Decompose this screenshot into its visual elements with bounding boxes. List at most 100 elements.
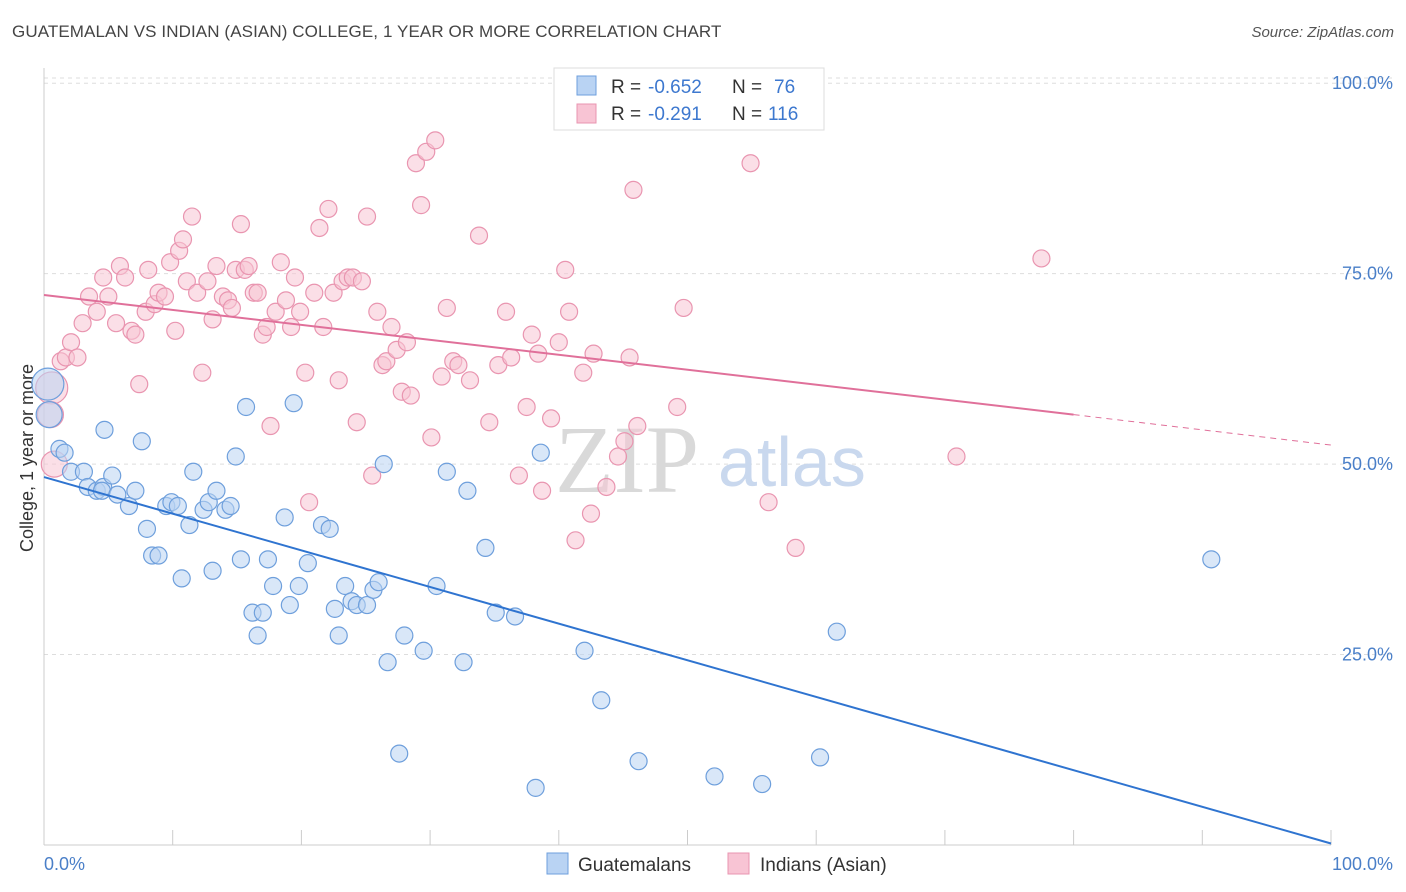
stats-n-label-1: N =	[732, 77, 762, 98]
point-indians-asian	[522, 325, 541, 344]
point-indians-asian	[271, 253, 290, 272]
point-indians-asian	[130, 375, 149, 394]
point-indians-asian	[759, 493, 778, 512]
point-guatemalans	[378, 653, 397, 672]
stats-box: R = -0.652 N = 76 R = -0.291 N = 116	[553, 67, 825, 131]
point-indians-asian	[541, 409, 561, 428]
point-indians-asian	[559, 302, 579, 321]
point-indians-asian	[437, 298, 456, 318]
chart-title: GUATEMALAN VS INDIAN (ASIAN) COLLEGE, 1 …	[12, 22, 722, 41]
point-indians-asian	[182, 207, 202, 226]
point-indians-asian	[549, 333, 568, 352]
point-guatemalans	[248, 626, 267, 645]
point-guatemalans	[329, 626, 348, 645]
point-indians-asian	[291, 302, 310, 321]
trend-line-guatemalans	[43, 476, 1332, 845]
point-indians-asian	[556, 260, 575, 279]
y-tick-label: 75.0%	[1342, 264, 1393, 284]
point-guatemalans	[132, 432, 151, 451]
point-indians-asian	[608, 447, 628, 466]
y-tick-label: 50.0%	[1342, 454, 1393, 474]
point-indians-asian	[68, 348, 87, 367]
point-indians-asian	[329, 371, 348, 390]
point-indians-asian	[139, 260, 158, 279]
point-guatemalans	[253, 603, 272, 622]
point-guatemalans	[149, 546, 168, 565]
point-guatemalans	[184, 462, 203, 481]
point-indians-asian	[786, 538, 805, 558]
point-guatemalans	[476, 538, 495, 558]
point-guatemalans	[31, 367, 65, 401]
point-indians-asian	[166, 321, 185, 340]
point-indians-asian	[382, 317, 401, 337]
point-guatemalans	[103, 466, 122, 485]
point-indians-asian	[319, 199, 338, 219]
point-guatemalans	[526, 778, 545, 797]
point-indians-asian	[509, 466, 529, 485]
trend-lines	[43, 294, 1332, 845]
point-indians-asian	[357, 207, 377, 226]
point-indians-asian	[517, 397, 536, 417]
point-guatemalans	[180, 515, 199, 535]
point-indians-asian	[99, 287, 118, 306]
point-indians-asian	[566, 531, 585, 550]
legend-label-indians-asian: Indians (Asian)	[760, 855, 887, 876]
point-guatemalans	[437, 462, 456, 481]
point-guatemalans	[1202, 550, 1221, 569]
point-indians-asian	[368, 302, 387, 321]
point-indians-asian	[411, 196, 431, 215]
point-indians-asian	[248, 283, 267, 302]
point-indians-asian	[574, 363, 593, 382]
point-guatemalans	[592, 691, 611, 710]
stats-swatch-pink	[576, 103, 597, 124]
point-indians-asian	[261, 416, 280, 436]
point-guatemalans	[137, 519, 157, 538]
point-guatemalans	[226, 447, 245, 466]
point-indians-asian	[502, 348, 521, 367]
source-note: Source: ZipAtlas.com	[1251, 24, 1394, 41]
point-indians-asian	[305, 283, 324, 302]
point-indians-asian	[581, 504, 601, 523]
point-guatemalans	[810, 748, 830, 767]
point-indians-asian	[94, 268, 113, 287]
point-indians-asian	[496, 302, 516, 321]
stats-n-label-2: N =	[732, 104, 762, 125]
point-guatemalans	[395, 626, 414, 645]
stats-n-value-1: 76	[774, 77, 795, 98]
watermark-atlas: atlas	[718, 423, 866, 501]
point-indians-asian	[188, 283, 207, 302]
point-indians-asian	[432, 367, 451, 386]
point-indians-asian	[480, 413, 499, 432]
series-indians-asian-points	[35, 131, 1051, 558]
point-guatemalans	[298, 554, 317, 573]
point-indians-asian	[198, 272, 217, 291]
point-indians-asian	[401, 386, 420, 405]
point-guatemalans	[172, 569, 191, 588]
y-tick-labels: 25.0% 50.0% 75.0% 100.0%	[1332, 73, 1393, 664]
point-indians-asian	[426, 131, 445, 150]
point-indians-asian	[126, 325, 145, 344]
point-indians-asian	[460, 371, 480, 390]
point-indians-asian	[469, 226, 489, 245]
legend-swatch-guatemalans	[546, 852, 569, 875]
point-guatemalans	[325, 599, 344, 618]
point-guatemalans	[374, 455, 393, 474]
point-guatemalans	[486, 603, 505, 622]
point-indians-asian	[276, 291, 296, 310]
point-indians-asian	[73, 314, 92, 333]
point-guatemalans	[357, 595, 377, 615]
point-indians-asian	[352, 272, 371, 291]
point-indians-asian	[79, 287, 99, 306]
point-guatemalans	[320, 519, 339, 538]
point-guatemalans	[458, 481, 477, 500]
point-indians-asian	[615, 432, 634, 451]
point-indians-asian	[177, 272, 196, 291]
point-indians-asian	[106, 314, 126, 333]
point-guatemalans	[236, 397, 256, 417]
stats-swatch-blue	[576, 75, 597, 96]
y-axis-label: College, 1 year or more	[17, 364, 37, 552]
x-tick-label-right: 100.0%	[1332, 854, 1393, 874]
point-indians-asian	[347, 413, 366, 432]
x-tick-label-left: 0.0%	[44, 854, 85, 874]
point-guatemalans	[284, 394, 303, 413]
